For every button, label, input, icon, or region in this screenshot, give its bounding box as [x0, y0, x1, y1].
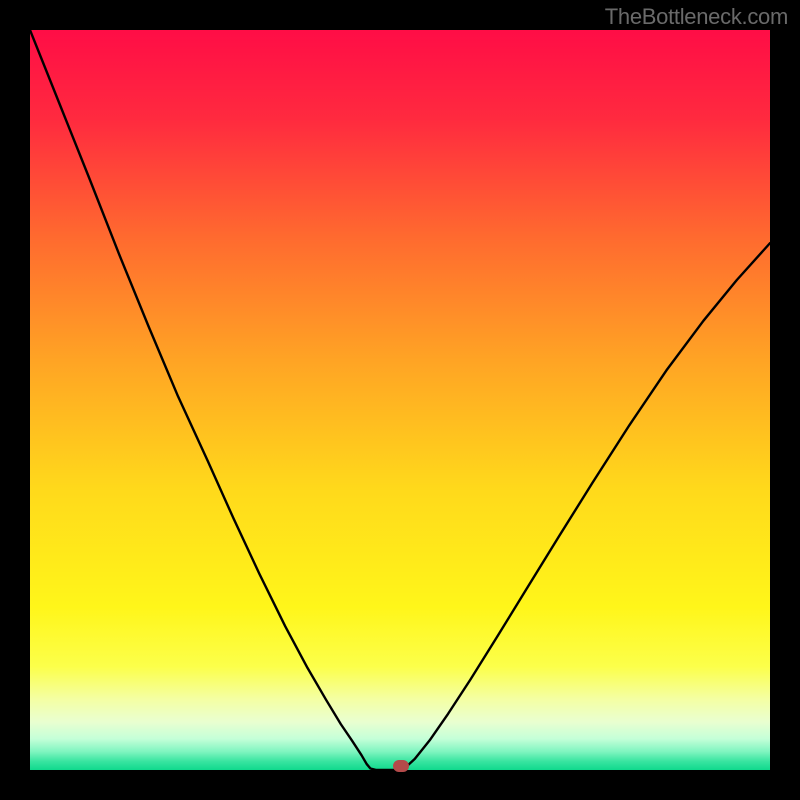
watermark-text: TheBottleneck.com	[605, 4, 788, 30]
plot-area	[30, 30, 770, 770]
curve-line	[30, 30, 770, 770]
minimum-marker	[393, 760, 409, 772]
chart-frame: TheBottleneck.com	[0, 0, 800, 800]
